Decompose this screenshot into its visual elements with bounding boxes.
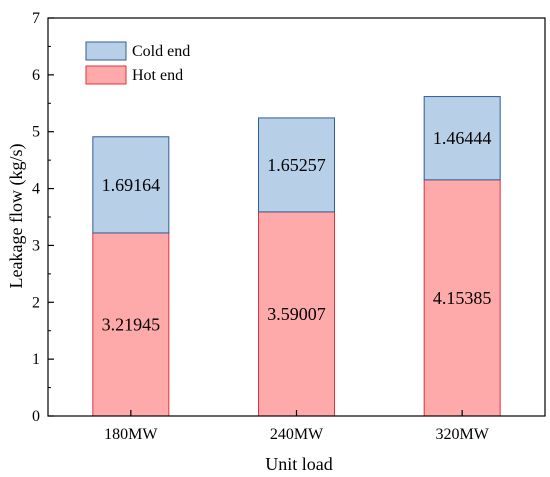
legend-label-hot-end: Hot end — [132, 67, 183, 84]
y-tick-label-0: 0 — [32, 408, 40, 425]
bar-cold-end-180mw — [92, 136, 170, 234]
bar-hot-end-180mw — [92, 232, 170, 417]
x-axis-title: Unit load — [265, 454, 333, 474]
data-label-hot-end-320mw: 4.15385 — [433, 288, 492, 308]
y-axis-title: Leakage flow (kg/s) — [6, 144, 27, 289]
y-tick-label-2: 2 — [32, 294, 40, 311]
y-tick-label-5: 5 — [32, 124, 40, 141]
bar-cold-end-240mw — [258, 117, 335, 213]
bars-layer — [92, 96, 501, 417]
legend-swatch-cold-end — [85, 41, 127, 61]
bar-cold-end-320mw — [423, 96, 501, 181]
data-label-hot-end-240mw: 3.59007 — [267, 304, 326, 324]
y-tick-label-6: 6 — [32, 67, 40, 84]
bar-hot-end-240mw — [258, 211, 335, 417]
y-tick-label-1: 1 — [32, 351, 40, 368]
x-tick-label-320mw: 320MW — [436, 426, 490, 443]
y-tick-label-4: 4 — [32, 181, 40, 198]
data-labels-layer: 3.21945 3.59007 4.15385 1.69164 1.65257 1.464… — [102, 128, 492, 334]
legend-swatch-hot-end — [85, 65, 127, 85]
x-tick-label-240mw: 240MW — [270, 426, 324, 443]
x-tick-label-180mw: 180MW — [104, 426, 158, 443]
data-label-cold-end-240mw: 1.65257 — [267, 155, 326, 175]
data-label-cold-end-180mw: 1.69164 — [102, 175, 161, 195]
data-label-cold-end-320mw: 1.46444 — [433, 128, 492, 148]
legend-label-cold-end: Cold end — [132, 43, 190, 60]
legend: Cold end Hot end — [85, 41, 190, 85]
y-tick-label-7: 7 — [32, 10, 40, 27]
axes-layer: 0 1 2 3 4 5 6 7 180MW 240MW 320MW — [32, 10, 546, 443]
data-label-hot-end-180mw: 3.21945 — [102, 314, 161, 334]
y-tick-label-3: 3 — [32, 237, 40, 254]
